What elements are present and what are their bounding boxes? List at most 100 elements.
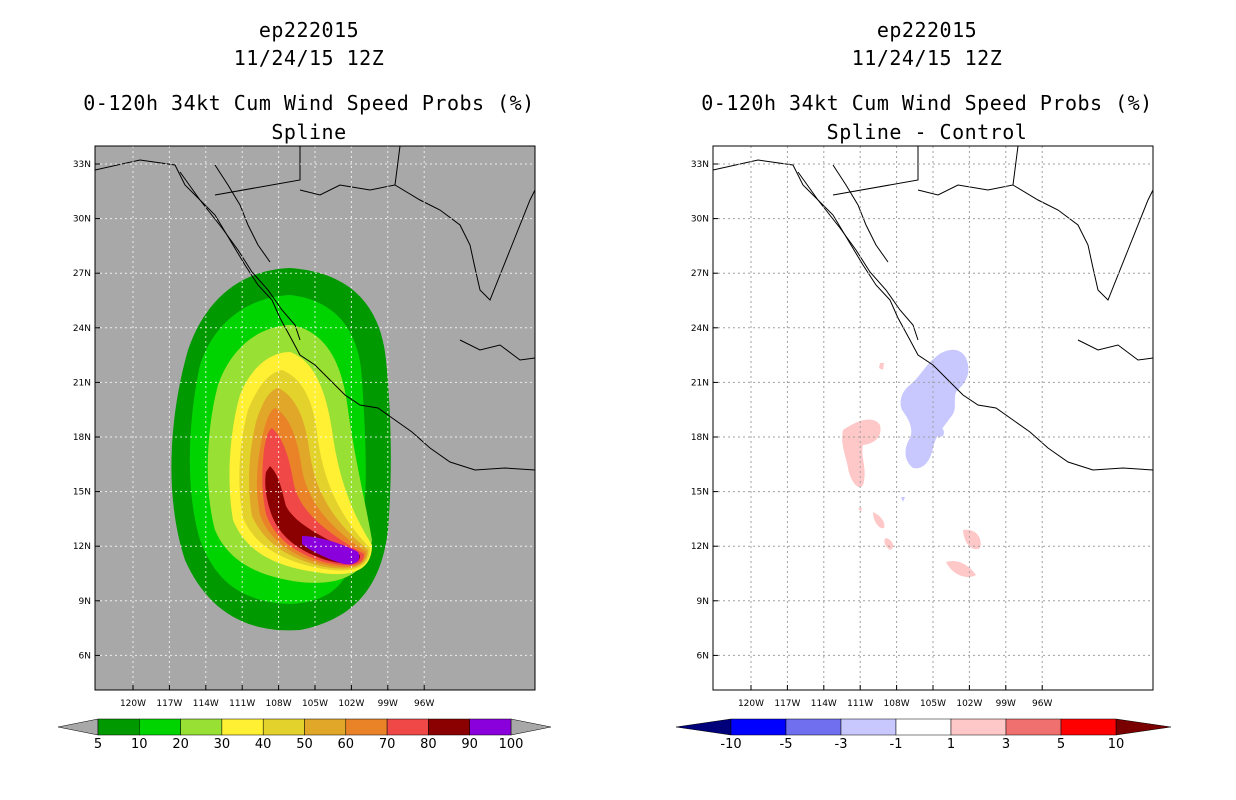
x-tick-label: 117W xyxy=(156,699,182,709)
colorbar-left-arrow xyxy=(57,718,99,736)
y-tick-label: 6N xyxy=(697,651,709,661)
x-tick-label: 108W xyxy=(266,699,292,709)
colorbar-left-arrow xyxy=(675,718,732,736)
colorbar-label: -3 xyxy=(834,737,848,752)
colorbar-swatch xyxy=(1005,718,1062,736)
y-tick-label: 21N xyxy=(73,378,91,388)
x-tick-label: 105W xyxy=(302,699,328,709)
right-datetime: 11/24/15 12Z xyxy=(851,46,1003,70)
colorbar-label: 5 xyxy=(93,737,103,752)
colorbar-swatch xyxy=(469,718,512,736)
y-tick-label: 18N xyxy=(73,433,91,443)
colorbar-swatch xyxy=(730,718,787,736)
left-grid xyxy=(95,146,535,690)
left-x-ticks: 120W 117W 114W 111W 108W 105W 102W 99W 96W xyxy=(120,685,434,709)
contour-90 xyxy=(302,536,360,565)
colorbar-label: 1 xyxy=(946,737,956,752)
left-map: 120W 117W 114W 111W 108W 105W 102W 99W 96W 33N 30… xyxy=(57,145,552,736)
diff-blob-blue-main xyxy=(900,349,969,469)
x-tick-label: 99W xyxy=(378,699,398,709)
left-datetime: 11/24/15 12Z xyxy=(233,46,385,70)
colorbar-swatch xyxy=(428,718,470,736)
colorbar-swatch xyxy=(840,718,897,736)
diff-blob-red-3 xyxy=(873,512,885,529)
x-tick-label: 108W xyxy=(884,699,910,709)
colorbar-swatch xyxy=(180,718,223,736)
y-tick-label: 33N xyxy=(691,160,709,170)
colorbar-label: 40 xyxy=(254,737,272,752)
colorbar-swatch xyxy=(1060,718,1117,736)
right-panel: ep222015 11/24/15 12Z 0-120h 34kt Cum Wi… xyxy=(618,0,1236,800)
colorbar-swatch xyxy=(221,718,264,736)
y-tick-label: 6N xyxy=(79,651,91,661)
diff-blob-red-7 xyxy=(858,508,862,512)
y-tick-label: 12N xyxy=(73,542,91,552)
x-tick-label: 111W xyxy=(847,699,873,709)
colorbar-label: -5 xyxy=(779,737,793,752)
colorbar-swatch xyxy=(262,718,305,736)
left-y-ticks: 33N 30N 27N 24N 21N 18N 15N 12N 9N 6N xyxy=(73,160,100,661)
right-grid xyxy=(713,146,1153,690)
y-tick-label: 9N xyxy=(697,597,709,607)
right-title: 0-120h 34kt Cum Wind Speed Probs (%) xyxy=(701,91,1153,115)
x-tick-label: 111W xyxy=(229,699,255,709)
colorbar-right-arrow xyxy=(510,718,552,736)
x-tick-label: 117W xyxy=(774,699,800,709)
right-storm-id: ep222015 xyxy=(876,18,978,42)
x-tick-label: 120W xyxy=(738,699,764,709)
x-tick-label: 102W xyxy=(338,699,364,709)
colorbar-label: 100 xyxy=(498,737,524,752)
right-coastlines xyxy=(713,146,1153,471)
colorbar-swatch xyxy=(950,718,1007,736)
left-panel: ep222015 11/24/15 12Z 0-120h 34kt Cum Wi… xyxy=(57,18,552,752)
y-tick-label: 12N xyxy=(691,542,709,552)
colorbar-label: 80 xyxy=(420,737,437,752)
y-tick-label: 30N xyxy=(73,215,91,225)
x-tick-label: 105W xyxy=(920,699,946,709)
x-tick-label: 99W xyxy=(996,699,1016,709)
colorbar-label: -1 xyxy=(889,737,903,752)
colorbar-label: 50 xyxy=(296,737,313,752)
colorbar-right-arrow xyxy=(1115,718,1172,736)
diff-blob-blue-dot xyxy=(901,497,905,502)
right-subtitle: Spline - Control xyxy=(826,120,1028,144)
left-coastlines xyxy=(95,146,535,471)
y-tick-label: 24N xyxy=(73,324,91,334)
left-subtitle: Spline xyxy=(271,120,347,144)
x-tick-label: 120W xyxy=(120,699,146,709)
y-tick-label: 30N xyxy=(691,215,709,225)
y-tick-label: 15N xyxy=(73,488,91,498)
diff-blob-red-5 xyxy=(963,529,981,550)
y-tick-label: 33N xyxy=(73,160,91,170)
colorbar-label: 60 xyxy=(337,737,355,752)
diff-blob-red-2 xyxy=(879,363,884,370)
right-y-ticks: 33N 30N 27N 24N 21N 18N 15N 12N 9N 6N xyxy=(691,160,718,661)
x-tick-label: 114W xyxy=(193,699,219,709)
y-tick-label: 27N xyxy=(73,269,91,279)
colorbar-label: 3 xyxy=(1001,737,1011,752)
diff-blob-red-6 xyxy=(946,560,976,578)
contour-80 xyxy=(265,466,361,564)
colorbar-label: 10 xyxy=(131,737,148,752)
y-tick-label: 18N xyxy=(691,433,709,443)
colorbar-swatch xyxy=(895,718,952,736)
colorbar-label: 70 xyxy=(378,737,396,752)
colorbar-swatch xyxy=(304,718,347,736)
colorbar-swatch xyxy=(139,718,181,736)
colorbar-label: 90 xyxy=(461,737,478,752)
right-map: 120W 117W 114W 111W 108W 105W 102W 99W 96W 33N 30… xyxy=(675,145,1172,736)
colorbar-swatch xyxy=(386,718,429,736)
y-tick-label: 9N xyxy=(79,597,91,607)
x-tick-label: 114W xyxy=(811,699,837,709)
diff-blob-red-4 xyxy=(884,538,894,550)
y-tick-label: 27N xyxy=(691,269,709,279)
left-colorbar xyxy=(57,718,552,736)
right-x-ticks: 120W 117W 114W 111W 108W 105W 102W 99W 96W xyxy=(738,685,1052,709)
x-tick-label: 96W xyxy=(1032,699,1052,709)
diff-blob-blue-small xyxy=(935,427,944,437)
colorbar-swatch xyxy=(345,718,388,736)
x-tick-label: 102W xyxy=(956,699,982,709)
left-title: 0-120h 34kt Cum Wind Speed Probs (%) xyxy=(83,91,535,115)
left-probability-field xyxy=(95,146,535,631)
diff-blob-red-1 xyxy=(842,419,881,488)
